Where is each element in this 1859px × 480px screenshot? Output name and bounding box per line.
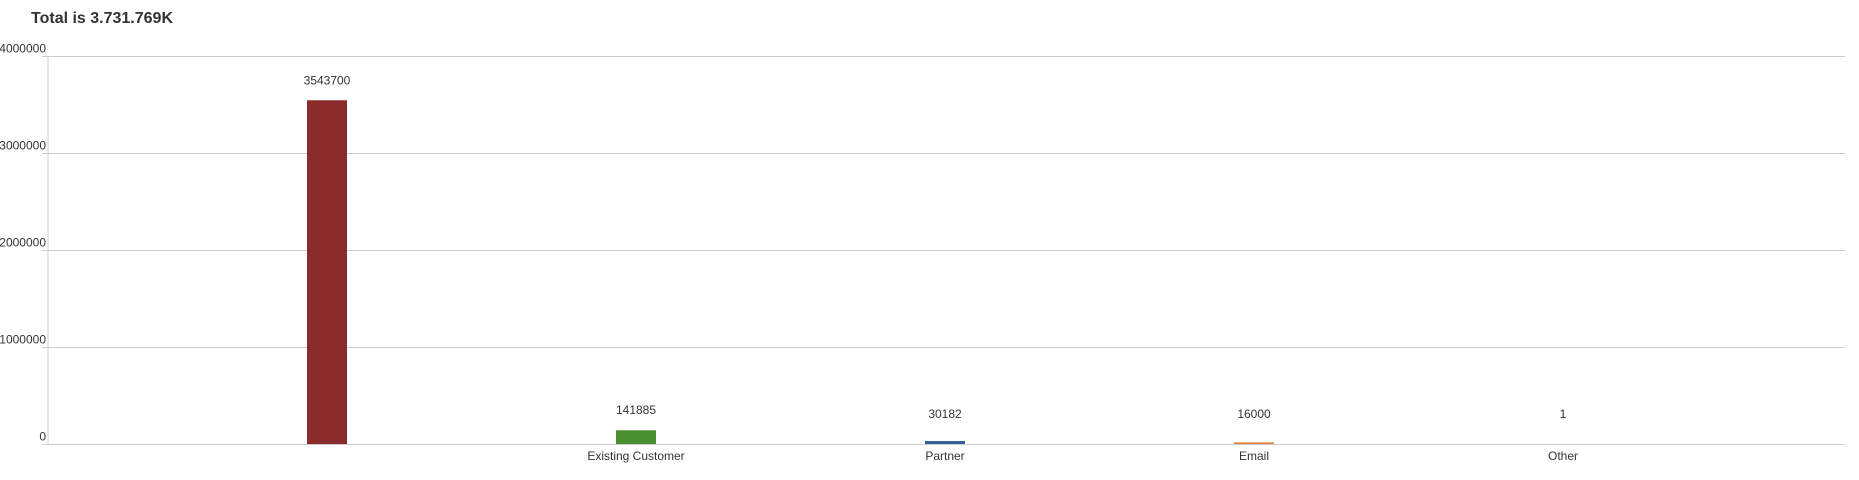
bar[interactable]	[1234, 442, 1274, 444]
x-tick-label: Other	[1548, 449, 1578, 463]
bars: 3543700 141885 30182 16000 1	[304, 73, 1583, 444]
x-tick-label: Existing Customer	[587, 449, 684, 463]
bar[interactable]	[616, 430, 656, 444]
data-label: 1	[1560, 407, 1567, 421]
bar[interactable]	[307, 100, 347, 444]
y-axis: 4000000 3000000 2000000 1000000 0	[0, 42, 49, 444]
y-tick-label: 2000000	[0, 236, 46, 250]
y-tick-label: 3000000	[0, 139, 46, 153]
x-tick-label: Partner	[925, 449, 964, 463]
data-label: 141885	[616, 403, 656, 417]
x-axis: Existing Customer Partner Email Other	[587, 449, 1578, 463]
data-label: 16000	[1237, 407, 1271, 421]
x-tick-label: Email	[1239, 449, 1269, 463]
y-tick-label: 0	[39, 430, 46, 444]
bar[interactable]	[925, 441, 965, 444]
data-label: 30182	[928, 407, 962, 421]
chart-title: Total is 3.731.769K	[31, 10, 173, 27]
gridlines	[42, 56, 1845, 445]
y-tick-label: 4000000	[0, 42, 46, 56]
y-tick-label: 1000000	[0, 333, 46, 347]
data-label: 3543700	[304, 73, 351, 87]
